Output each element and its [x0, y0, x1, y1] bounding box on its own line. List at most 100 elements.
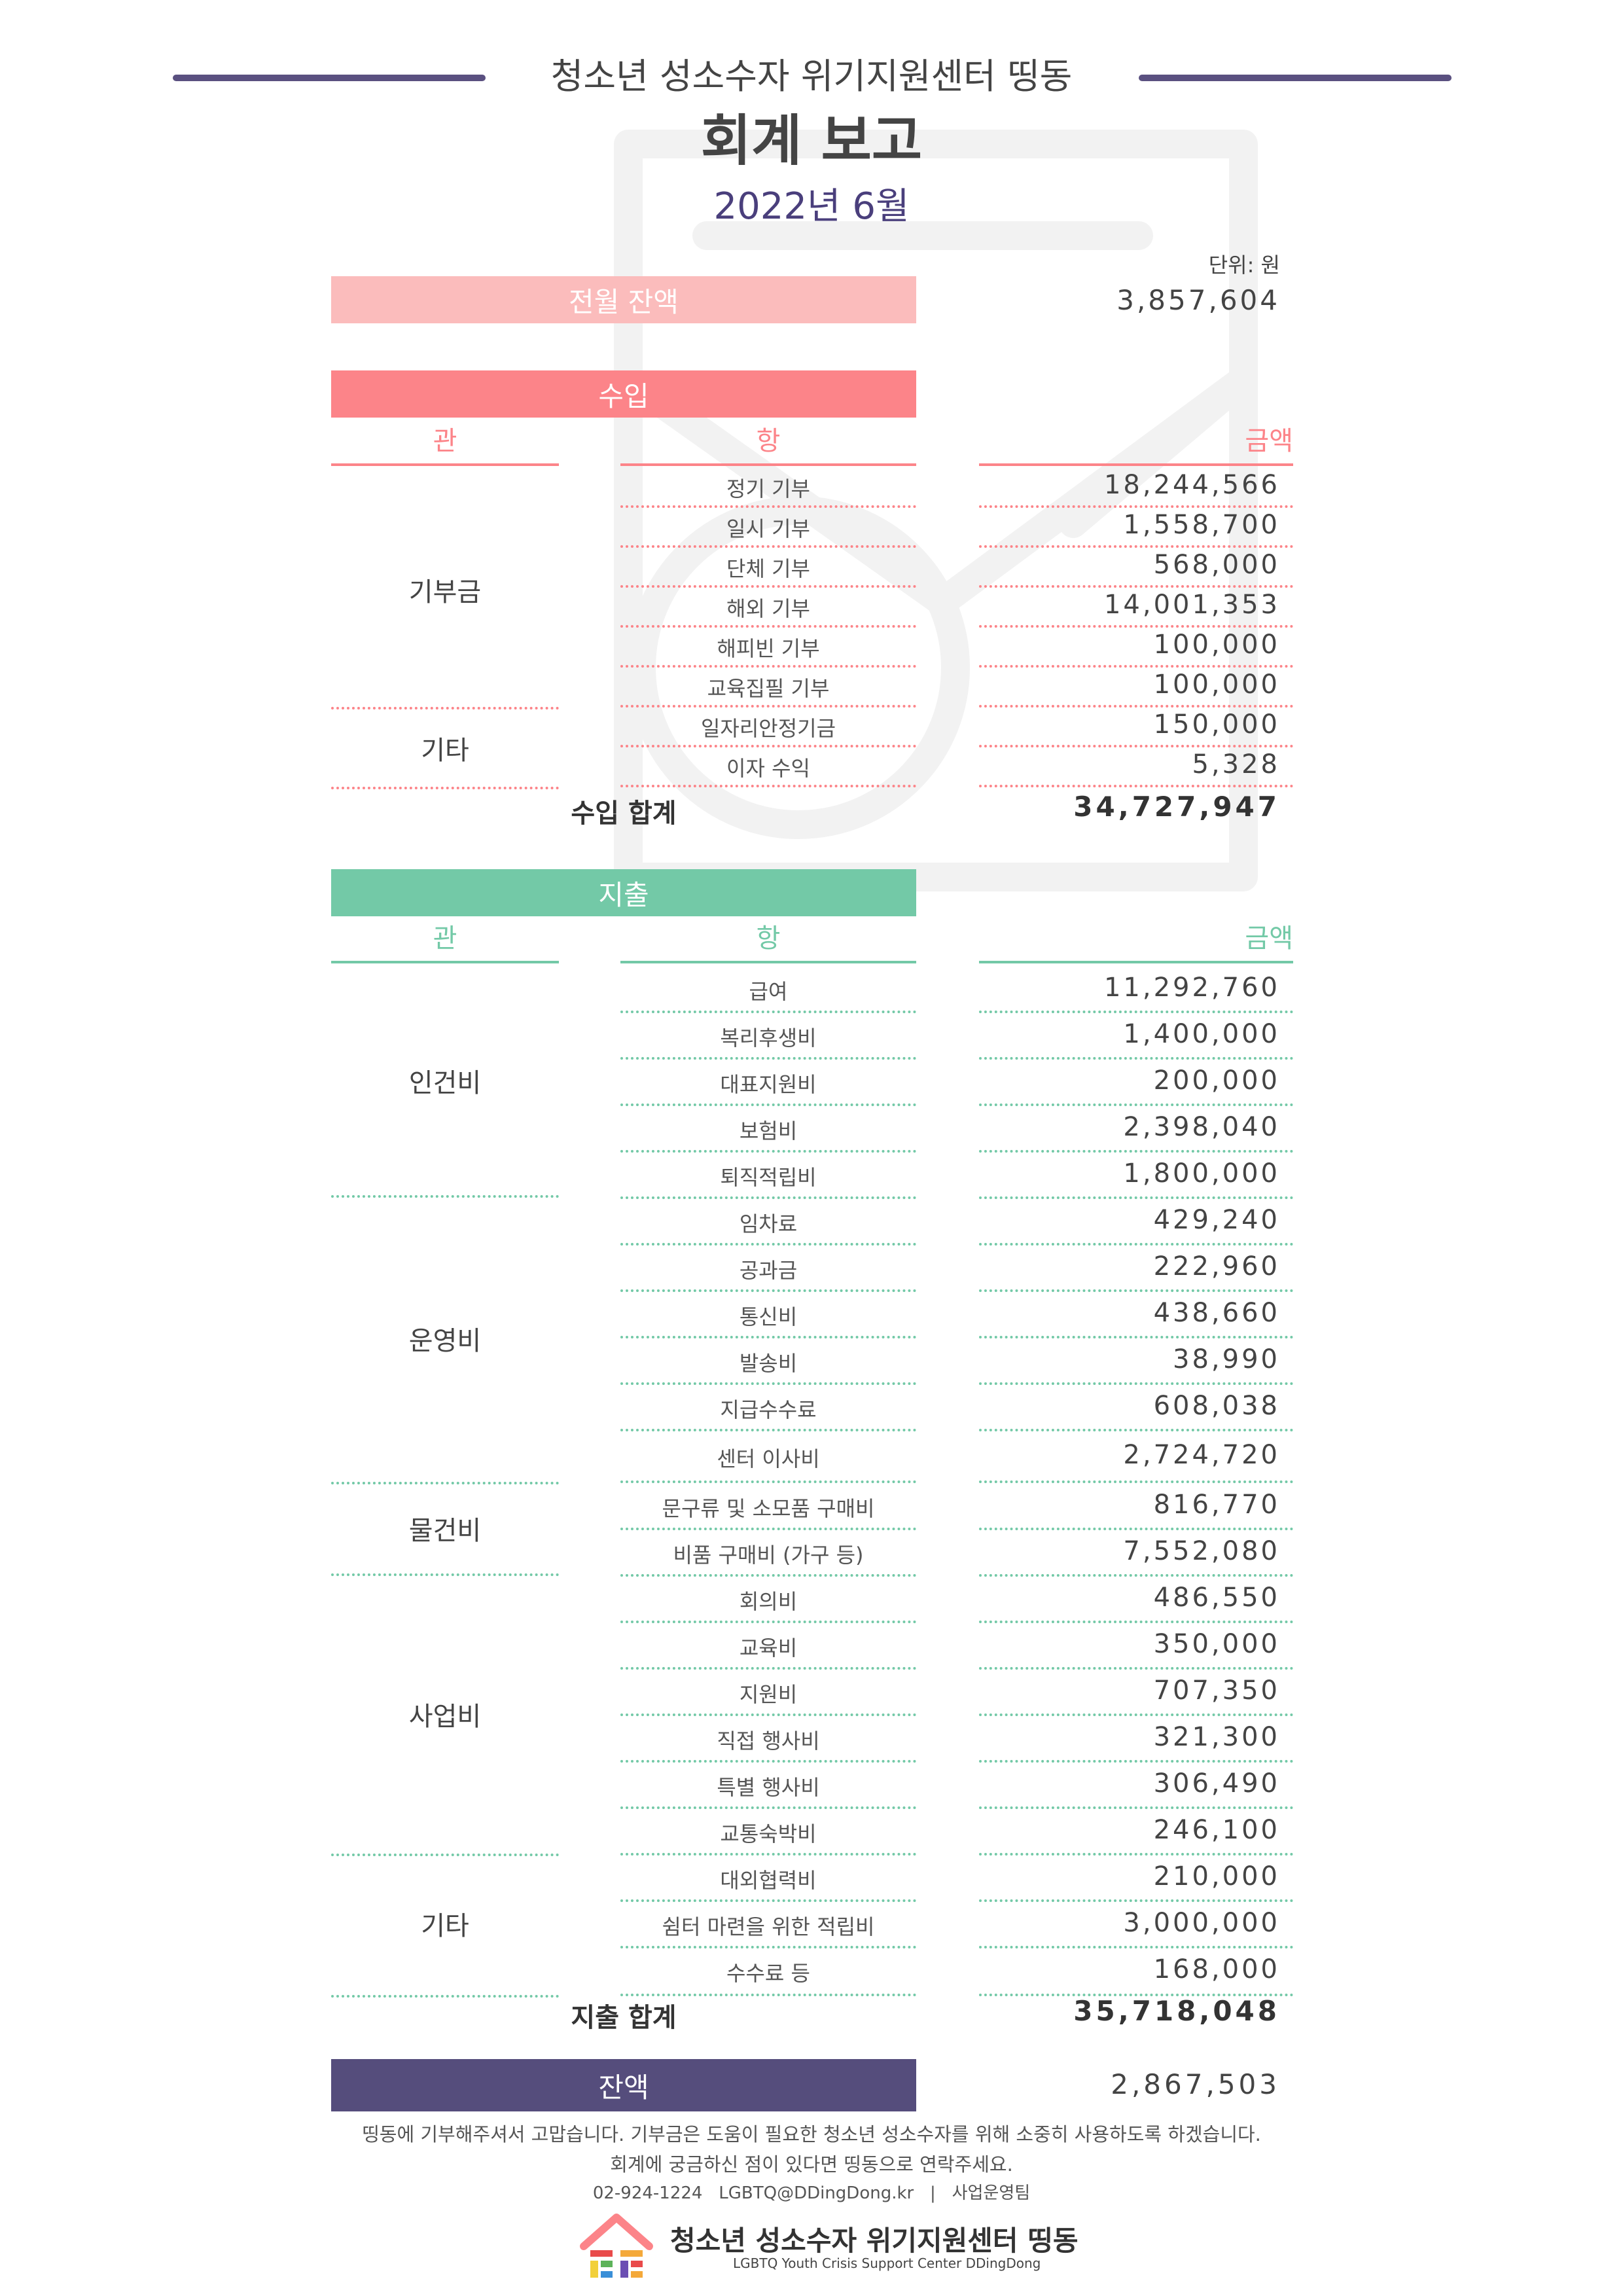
- expense-row-line: [979, 1011, 1293, 1013]
- expense-item-label: 통신비: [739, 1304, 798, 1329]
- expense-row-line: [979, 1480, 1293, 1483]
- expense-item-amount: 1,800,000: [1123, 1158, 1280, 1189]
- expense-group-divider: [331, 1854, 559, 1856]
- income-col-amount: 금액: [1245, 426, 1293, 456]
- expense-row-line: [979, 1243, 1293, 1246]
- expense-row-line: [620, 1994, 916, 1996]
- expense-total-amount: 35,718,048: [1073, 1995, 1280, 2027]
- income-title-bar: 수입: [331, 370, 916, 418]
- income-row-line: [620, 545, 916, 548]
- previous-balance-bar: 전월 잔액: [331, 276, 916, 323]
- expense-group-other: 기타: [421, 1911, 469, 1941]
- footer-contact-line: 회계에 궁금하신 점이 있다면 띵동으로 연락주세요.: [610, 2153, 1013, 2176]
- expense-row-line: [979, 1289, 1293, 1292]
- income-group-donation: 기부금: [408, 577, 482, 607]
- expense-item-amount: 608,038: [1153, 1391, 1280, 1421]
- expense-row-line: [620, 1574, 916, 1577]
- watermark-envelope-icon: [614, 130, 1258, 891]
- income-row-line: [979, 585, 1293, 588]
- report-period: 2022년 6월: [713, 185, 910, 228]
- expense-item-label: 임차료: [739, 1211, 798, 1236]
- income-item-amount: 5,328: [1192, 749, 1280, 780]
- expense-title-bar: 지출: [331, 869, 916, 916]
- expense-item-amount: 7,552,080: [1123, 1536, 1280, 1566]
- expense-row-line: [979, 1196, 1293, 1199]
- expense-item-amount: 210,000: [1153, 1861, 1280, 1892]
- footer-thanks: 띵동에 기부해주셔서 고맙습니다. 기부금은 도움이 필요한 청소년 성소수자를…: [362, 2123, 1261, 2145]
- expense-row-line: [620, 1196, 916, 1199]
- expense-row-line: [620, 1382, 916, 1385]
- expense-item-label: 교육비: [739, 1636, 798, 1660]
- expense-group-end-line: [331, 1995, 559, 1998]
- previous-balance-label: 전월 잔액: [569, 285, 679, 318]
- income-row-line: [620, 745, 916, 747]
- expense-row-line: [620, 1713, 916, 1716]
- income-head-line-hang: [620, 463, 916, 466]
- expense-group-divider: [331, 1482, 559, 1484]
- income-item-label: 교육집필 기부: [707, 676, 830, 701]
- expense-item-amount: 707,350: [1153, 1676, 1280, 1706]
- expense-row-line: [979, 1382, 1293, 1385]
- expense-item-amount: 816,770: [1153, 1490, 1280, 1520]
- income-col-hang: 항: [756, 426, 781, 456]
- expense-item-label: 수수료 등: [726, 1961, 810, 1986]
- expense-row-line: [620, 1011, 916, 1013]
- expense-head-line-amount: [979, 961, 1293, 963]
- expense-item-label: 쉼터 마련을 위한 적립비: [662, 1914, 875, 1939]
- expense-col-hang: 항: [756, 924, 781, 954]
- expense-row-line: [620, 1528, 916, 1530]
- expense-row-line: [620, 1336, 916, 1338]
- income-row-line: [620, 585, 916, 588]
- previous-balance-amount: 3,857,604: [1116, 284, 1280, 316]
- income-item-label: 단체 기부: [726, 556, 810, 581]
- expense-item-label: 발송비: [739, 1351, 798, 1376]
- expense-item-amount: 438,660: [1153, 1298, 1280, 1328]
- income-item-amount: 100,000: [1153, 670, 1280, 700]
- expense-row-line: [620, 1243, 916, 1246]
- expense-group-divider: [331, 1573, 559, 1576]
- footer-info: 02-924-1224 LGBTQ@DDingDong.kr | 사업운영팀: [592, 2183, 1031, 2203]
- income-total-amount: 34,727,947: [1073, 791, 1280, 823]
- income-row-line: [979, 705, 1293, 708]
- expense-item-label: 회의비: [739, 1589, 798, 1614]
- expense-head-line-hang: [620, 961, 916, 963]
- expense-row-line: [979, 1806, 1293, 1809]
- expense-row-line: [620, 1806, 916, 1809]
- expense-item-label: 교통숙박비: [720, 1821, 817, 1846]
- expense-row-line: [620, 1150, 916, 1153]
- income-title: 수입: [598, 380, 649, 412]
- expense-row-line: [620, 1760, 916, 1763]
- income-item-label: 해외 기부: [726, 596, 810, 621]
- expense-row-line: [979, 1994, 1293, 1996]
- expense-item-amount: 2,724,720: [1123, 1440, 1280, 1470]
- expense-row-line: [979, 1946, 1293, 1948]
- income-row-line: [620, 625, 916, 628]
- expense-group-supplies: 물건비: [408, 1516, 482, 1546]
- balance-bar: 잔액: [331, 2059, 916, 2111]
- expense-row-line: [979, 1103, 1293, 1106]
- balance-amount: 2,867,503: [1111, 2068, 1280, 2100]
- header-line-right: [1139, 75, 1452, 81]
- income-group-divider: [331, 707, 559, 709]
- expense-col-gwan: 관: [433, 924, 457, 954]
- page-title: 회계 보고: [700, 109, 923, 173]
- expense-row-line: [979, 1150, 1293, 1153]
- expense-row-line: [979, 1336, 1293, 1338]
- expense-item-amount: 306,490: [1153, 1768, 1280, 1799]
- expense-item-amount: 2,398,040: [1123, 1112, 1280, 1142]
- expense-row-line: [979, 1899, 1293, 1902]
- income-item-label: 일시 기부: [726, 516, 810, 541]
- expense-row-line: [979, 1667, 1293, 1670]
- income-item-amount: 150,000: [1153, 709, 1280, 740]
- expense-item-amount: 246,100: [1153, 1815, 1280, 1845]
- income-row-line: [979, 745, 1293, 747]
- expense-row-line: [979, 1528, 1293, 1530]
- expense-item-label: 복리후생비: [720, 1026, 817, 1050]
- expense-total-label: 지출 합계: [571, 2003, 677, 2033]
- expense-group-operation: 운영비: [408, 1326, 482, 1356]
- income-row-line: [979, 625, 1293, 628]
- expense-item-amount: 168,000: [1153, 1954, 1280, 1984]
- expense-row-line: [620, 1289, 916, 1292]
- expense-item-label: 비품 구매비 (가구 등): [673, 1543, 864, 1568]
- expense-row-line: [620, 1480, 916, 1483]
